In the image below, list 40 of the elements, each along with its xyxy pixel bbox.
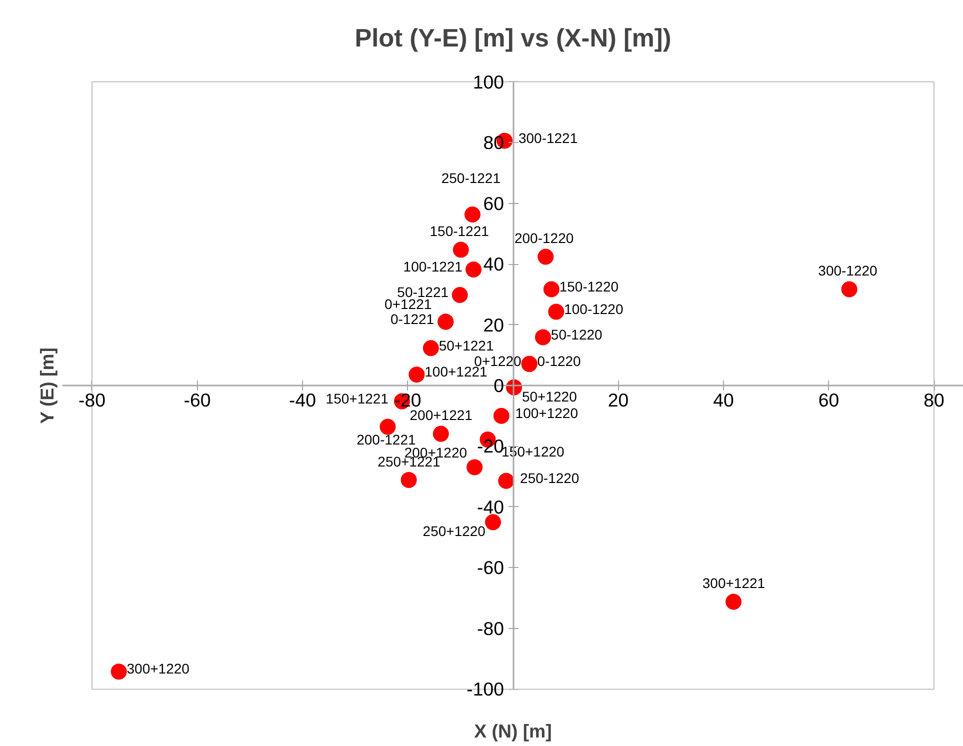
data-label: 50+1220 (522, 388, 578, 404)
data-label: 200-1220 (514, 230, 574, 246)
chart-title: Plot (Y-E) [m] vs (X-N) [m]) (354, 24, 672, 52)
y-tick-label: -100 (466, 678, 504, 700)
data-label: 100-1221 (403, 258, 463, 275)
data-label: 200+1221 (410, 407, 473, 424)
y-tick-label: 60 (483, 192, 504, 214)
data-label: 50-1220 (550, 326, 603, 342)
y-tick-label: 20 (483, 314, 504, 336)
y-tick-label: -80 (477, 618, 504, 639)
y-tick-label: 40 (483, 254, 504, 275)
x-tick-label: 20 (608, 390, 629, 410)
x-tick-label: -60 (184, 390, 211, 410)
data-label: 150-1220 (559, 278, 619, 294)
data-label: 300-1221 (518, 130, 578, 146)
data-label: 300+1220 (126, 660, 190, 677)
data-label: 250-1221 (441, 170, 501, 186)
data-label: 150-1221 (430, 223, 490, 240)
data-label: 0-1220 (537, 353, 582, 370)
data-label: 300+1221 (702, 575, 766, 592)
y-tick-label: -40 (477, 496, 504, 518)
x-tick-label: -40 (289, 390, 316, 410)
data-label: 250-1220 (520, 470, 580, 486)
x-axis-title: X (N) [m] (474, 720, 552, 742)
y-tick-label: 100 (472, 71, 504, 92)
x-tick-label: -80 (78, 390, 106, 410)
data-label: 200-1221 (356, 432, 416, 448)
x-tick-label: 80 (924, 390, 944, 410)
data-label: 100-1220 (564, 300, 624, 317)
x-tick-label: 60 (818, 390, 840, 410)
data-label: 250+1220 (422, 523, 486, 540)
y-tick-label: -60 (477, 557, 504, 578)
data-label: 0-1221 (390, 310, 434, 327)
data-label: 50+1221 (438, 337, 494, 354)
y-axis-title: Y (E) [m] (36, 347, 58, 424)
data-label: 150+1221 (326, 390, 389, 406)
x-tick-label: 40 (713, 390, 734, 410)
data-label: 300-1220 (818, 262, 878, 279)
data-label: 100+1220 (515, 405, 578, 422)
y-tick-label: 0 (494, 375, 504, 396)
